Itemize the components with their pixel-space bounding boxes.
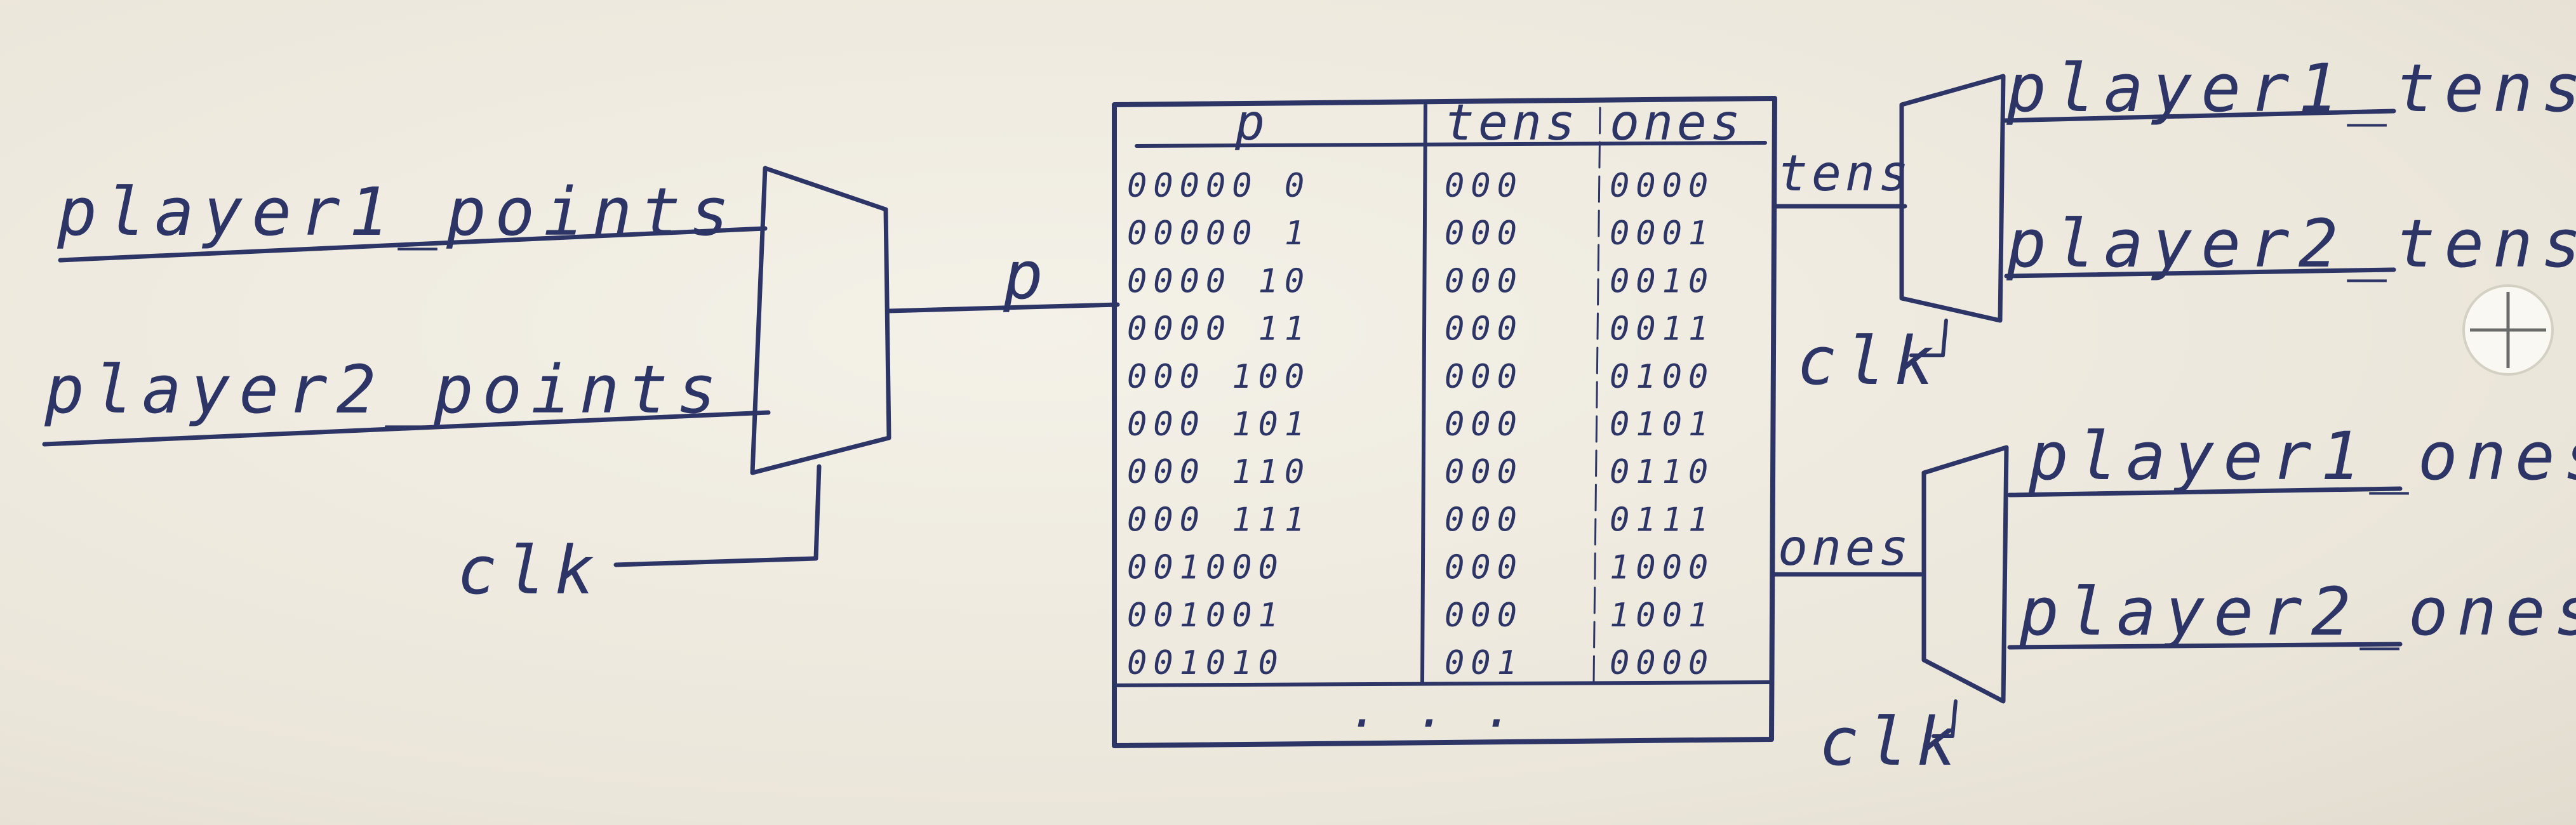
label-player2-tens: player2_tens xyxy=(2006,205,2576,282)
label-p: p xyxy=(1003,237,1052,314)
label-ones: ones xyxy=(1778,520,1912,577)
table-cell-p: 001010 xyxy=(1127,644,1285,682)
wire-player2-points xyxy=(42,410,771,447)
table-cell-tens: 000 xyxy=(1445,167,1523,205)
table-cell-ones: 0011 xyxy=(1610,310,1714,348)
table-cell-ones: 0111 xyxy=(1610,501,1714,539)
table-cell-p: 001000 xyxy=(1127,549,1285,587)
table-cell-p: 0000 10 xyxy=(1127,262,1311,300)
table-divider-ones xyxy=(1592,107,1601,683)
table-cell-tens: 000 xyxy=(1445,453,1523,491)
label-player1-tens: player1_tens xyxy=(2006,50,2576,127)
table-cell-p: 00000 0 xyxy=(1127,167,1311,205)
input-mux xyxy=(750,166,891,475)
table-footer-line xyxy=(1112,680,1773,687)
table-cell-tens: 000 xyxy=(1445,310,1523,348)
table-cell-p: 0000 11 xyxy=(1127,310,1311,348)
label-player2-points: player2_points xyxy=(44,351,726,428)
table-cell-ones: 0000 xyxy=(1610,167,1714,205)
table-cell-ones: 0001 xyxy=(1610,214,1714,253)
table-cell-ones: 0000 xyxy=(1610,644,1714,682)
table-header-p: p xyxy=(1234,95,1269,152)
label-clk-ones: clk xyxy=(1819,703,1965,781)
wire-player1-tens xyxy=(2001,109,2396,123)
table-cell-p: 000 100 xyxy=(1127,358,1311,396)
table-cell-ones: 1001 xyxy=(1610,597,1714,635)
wire-clk-ones xyxy=(1932,699,1958,738)
table-cell-tens: 001 xyxy=(1445,644,1523,682)
tens-demux xyxy=(1899,74,2006,323)
table-header-line xyxy=(1135,141,1767,148)
label-tens: tens xyxy=(1778,145,1912,202)
wire-player2-ones xyxy=(2007,642,2403,650)
table-cell-p: 00000 1 xyxy=(1127,214,1311,253)
table-cell-tens: 000 xyxy=(1445,358,1523,396)
wire-player1-ones xyxy=(2007,486,2403,498)
table-divider-tens xyxy=(1420,103,1427,684)
wire-clk-tens xyxy=(1909,319,1948,357)
table-cell-ones: 1000 xyxy=(1610,549,1714,587)
table-cell-tens: 000 xyxy=(1445,262,1523,300)
label-player1-points: player1_points xyxy=(57,173,738,251)
table-cell-ones: 0101 xyxy=(1610,406,1714,444)
table-header-ones: ones xyxy=(1610,95,1744,152)
table-cell-ones: 0110 xyxy=(1610,453,1714,491)
binder-hole xyxy=(2462,284,2554,376)
table-header-tens: tens xyxy=(1445,95,1579,152)
table-cell-tens: 000 xyxy=(1445,549,1523,587)
ones-demux xyxy=(1921,445,2009,704)
table-cell-tens: 000 xyxy=(1445,501,1523,539)
table-cell-ones: 0010 xyxy=(1610,262,1714,300)
wire-player2-tens xyxy=(2004,267,2396,279)
table-cell-ones: 0100 xyxy=(1610,358,1714,396)
label-player1-ones: player1_ones xyxy=(2028,418,2576,495)
label-clk-tens: clk xyxy=(1797,322,1943,400)
table-cell-tens: 000 xyxy=(1445,406,1523,444)
table-border xyxy=(1112,96,1777,748)
table-cell-p: 000 101 xyxy=(1127,406,1311,444)
wire-player1-points xyxy=(58,226,768,263)
table-cell-tens: 000 xyxy=(1445,214,1523,253)
table-cell-p: 000 111 xyxy=(1127,501,1311,539)
table-cell-p: 000 110 xyxy=(1127,453,1311,491)
table-ellipsis: . . . xyxy=(1349,682,1518,739)
label-player2-ones: player2_ones xyxy=(2019,573,2576,650)
table-cell-tens: 000 xyxy=(1445,597,1523,635)
label-clk-input: clk xyxy=(457,532,603,609)
wire-p xyxy=(886,302,1120,314)
table-cell-p: 001001 xyxy=(1127,597,1285,635)
wire-clk-input xyxy=(613,464,822,567)
